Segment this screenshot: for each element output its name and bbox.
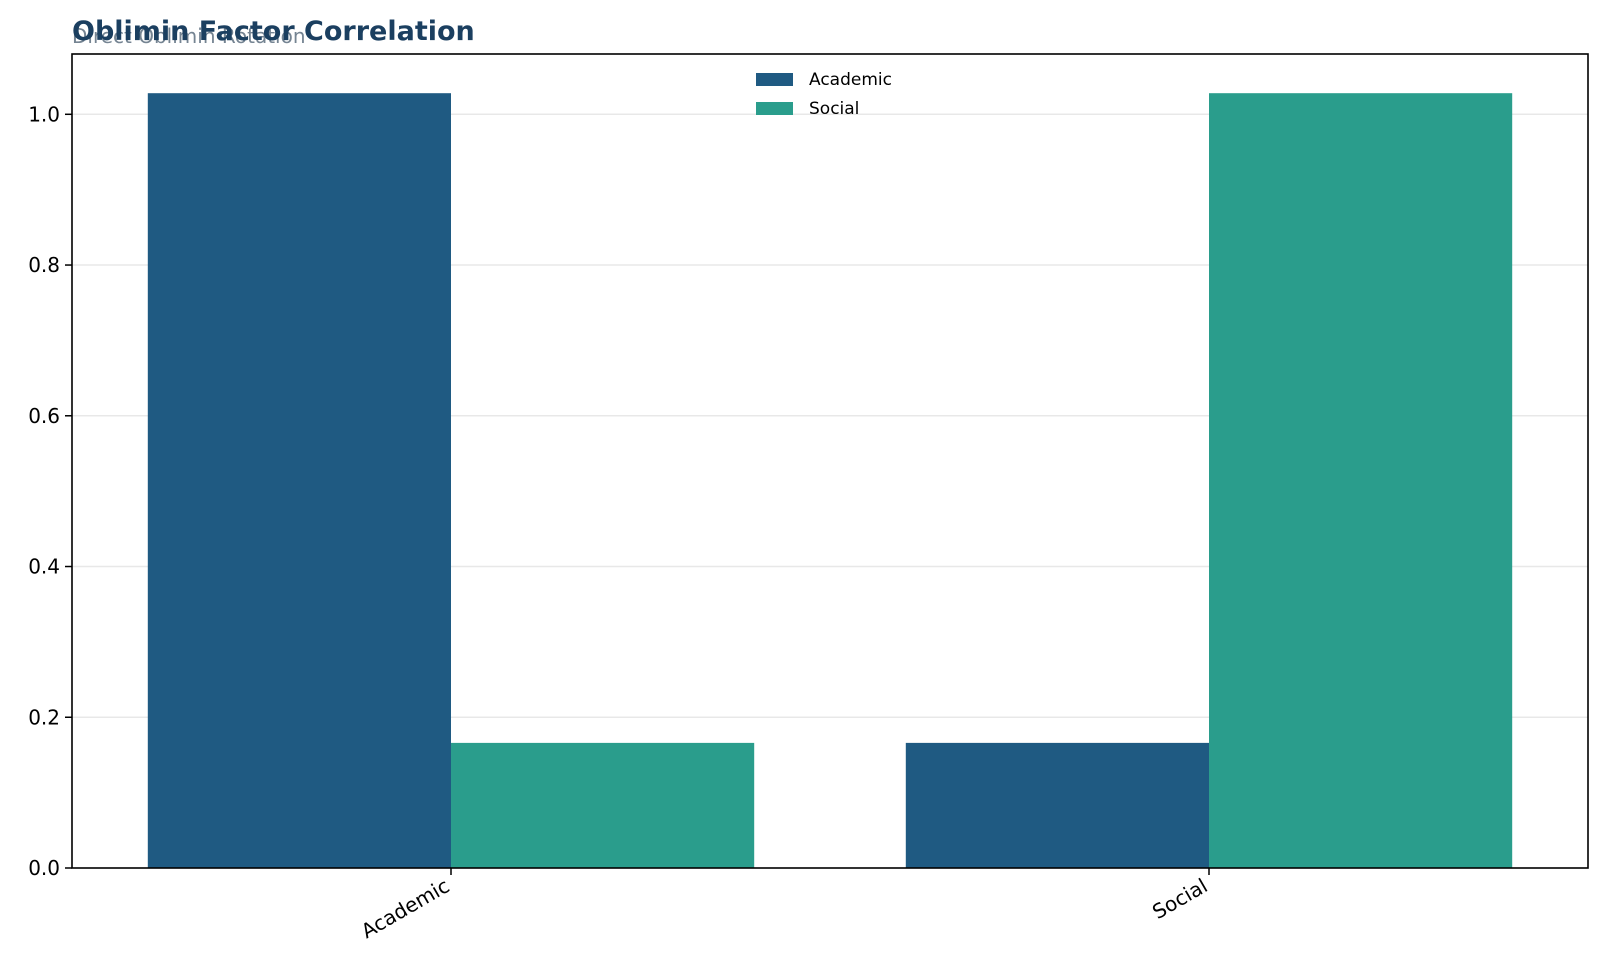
x-tick-label: Social — [1148, 874, 1211, 924]
legend-swatch-academic — [756, 73, 793, 86]
chart-subtitle: Direct Oblimin Rotation — [72, 24, 306, 48]
chart-title: Oblimin Factor Correlation — [72, 16, 475, 47]
legend-swatch-social — [756, 102, 793, 115]
x-tick-label: Academic — [357, 874, 454, 944]
legend-label-social: Social — [809, 99, 859, 119]
plot-frame — [71, 53, 1589, 869]
y-tick-label: 0.8 — [28, 253, 60, 277]
bar-academic-social — [905, 742, 1209, 868]
y-tick-label: 0.2 — [28, 705, 60, 729]
y-tick-label: 1.0 — [28, 102, 60, 126]
legend: Academic Social — [756, 70, 892, 119]
y-tick-label: 0.4 — [28, 555, 60, 579]
y-tick-label: 0.6 — [28, 404, 60, 428]
bar-social-social — [1209, 93, 1513, 869]
legend-label-academic: Academic — [809, 70, 892, 90]
y-tick-label: 0.0 — [28, 856, 60, 880]
bar-social-academic — [451, 742, 755, 868]
bar-academic-academic — [147, 93, 452, 869]
bars — [147, 93, 1513, 869]
